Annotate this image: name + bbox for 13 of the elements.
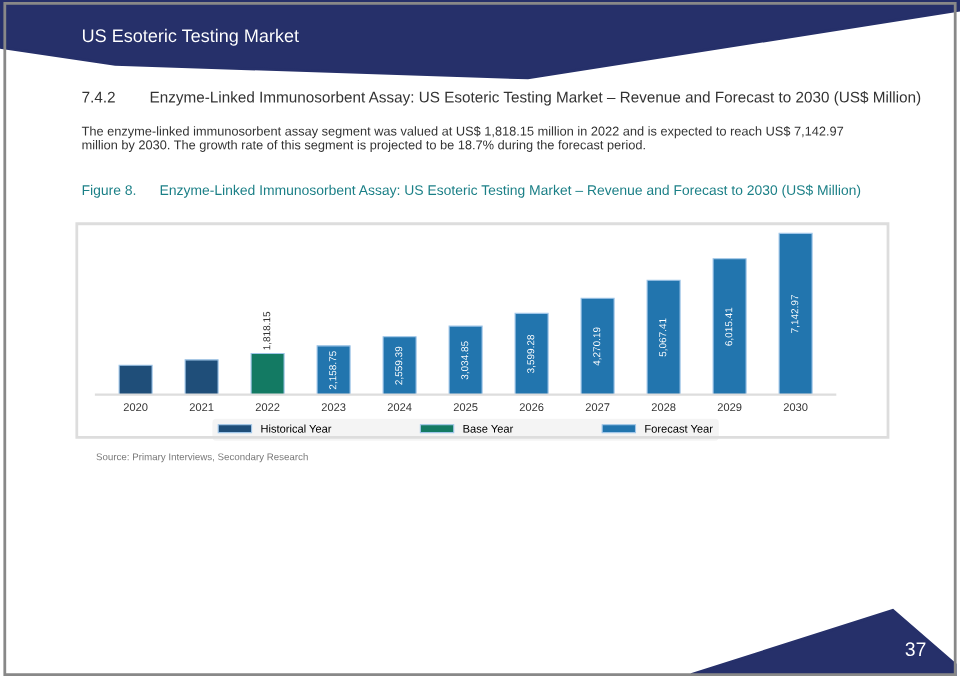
bar — [316, 345, 351, 395]
text: US Esoteric Testing Market — [82, 28, 299, 46]
bar — [184, 359, 219, 395]
bar — [778, 232, 813, 395]
bar — [514, 312, 549, 395]
bar — [448, 325, 483, 395]
bar — [250, 352, 285, 395]
bar — [580, 297, 615, 395]
bar — [646, 279, 681, 395]
text: 37 — [905, 642, 926, 657]
bar — [382, 336, 417, 395]
bar — [712, 258, 747, 395]
bar — [118, 364, 153, 395]
